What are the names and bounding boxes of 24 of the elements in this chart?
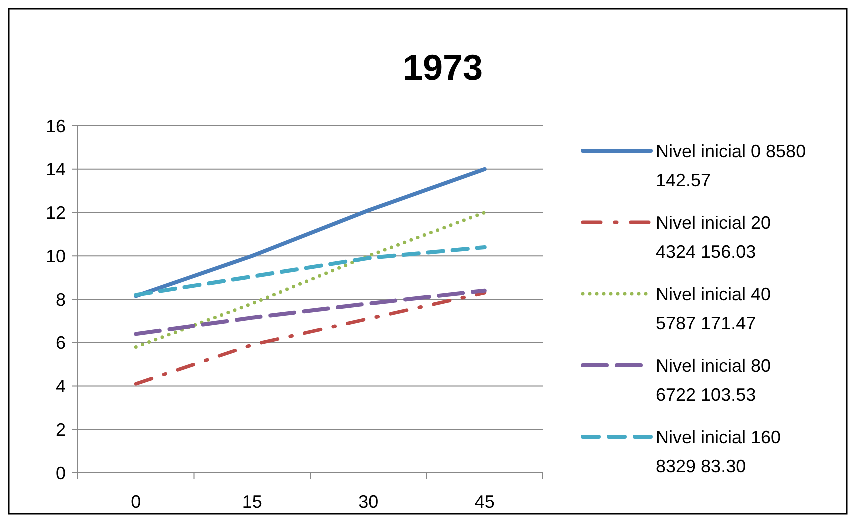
y-tick-label: 14 [46, 160, 66, 180]
legend-label: Nivel inicial 40 5787 171.47 [656, 284, 772, 334]
x-tick-label: 45 [474, 492, 495, 512]
legend-label: Nivel inicial 80 6722 103.53 [656, 356, 772, 405]
line-series [134, 211, 487, 349]
y-tick-label: 0 [56, 463, 66, 484]
y-tick-label: 8 [56, 290, 66, 310]
line-series [134, 291, 487, 386]
line-series [134, 167, 487, 298]
chart-title: 1973 [402, 47, 484, 88]
x-tick-label: 0 [131, 492, 142, 512]
line-series [134, 245, 487, 298]
y-tick-label: 6 [56, 333, 66, 354]
x-tick-label: 30 [358, 492, 379, 512]
x-tick-label: 15 [242, 492, 262, 512]
y-tick-label: 10 [46, 246, 66, 266]
legend-label: Nivel inicial 0 8580 142.57 [656, 141, 806, 190]
legend-label: Nivel inicial 20 4324 156.03 [656, 212, 772, 262]
y-tick-label: 2 [56, 420, 66, 440]
y-tick-label: 4 [56, 376, 66, 397]
y-tick-label: 16 [46, 116, 66, 136]
y-tick-label: 12 [46, 203, 66, 224]
legend-label: Nivel inicial 160 8329 83.30 [656, 427, 782, 476]
line-series [134, 288, 487, 336]
